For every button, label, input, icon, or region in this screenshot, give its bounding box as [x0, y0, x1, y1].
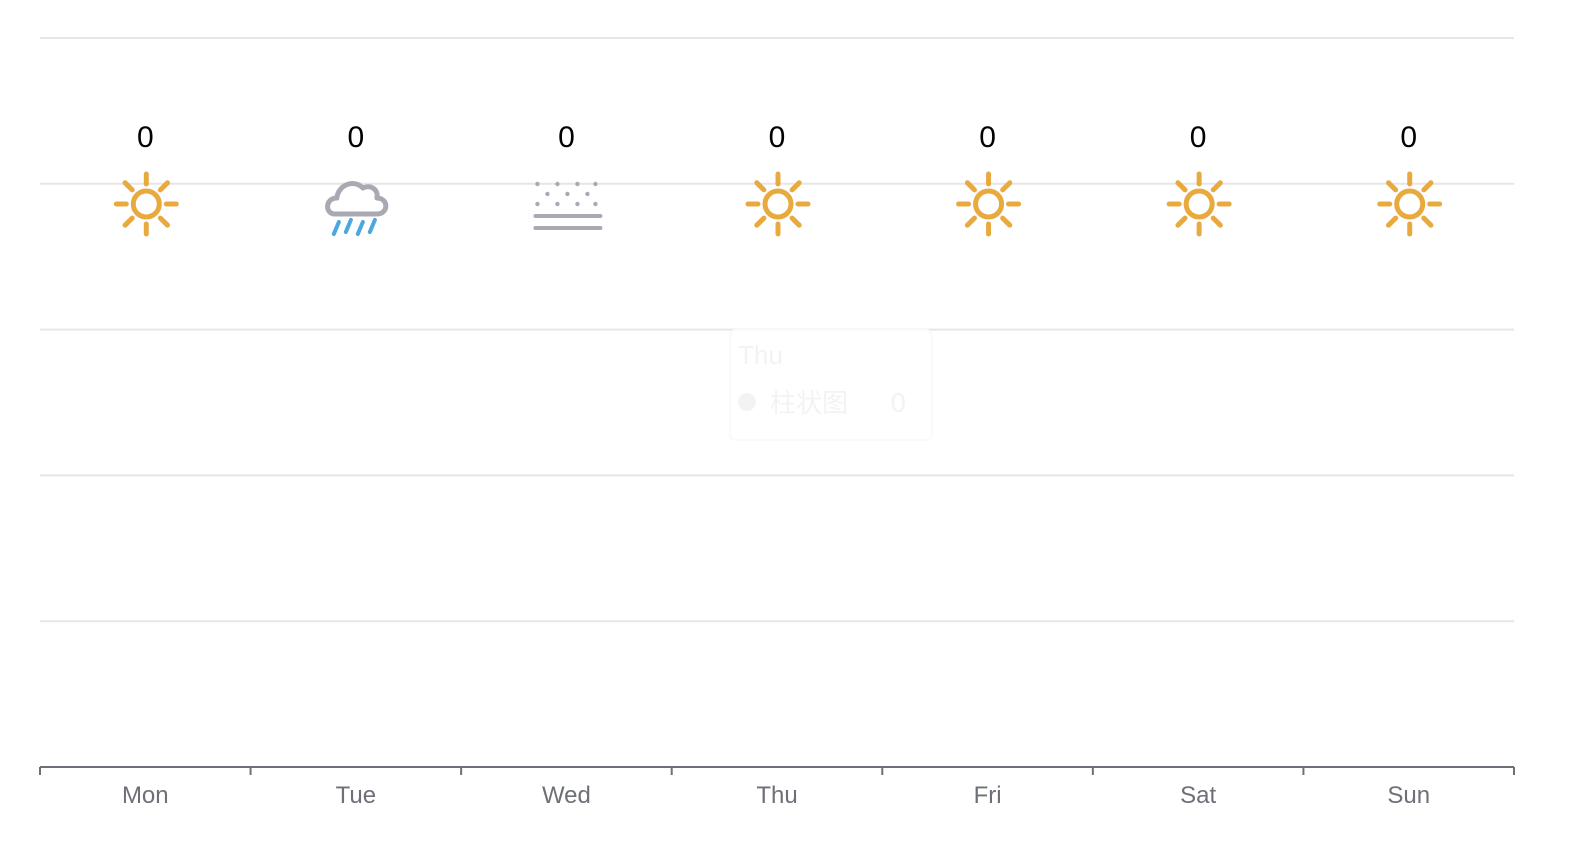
x-tick-label: Sun — [1387, 782, 1430, 809]
x-tick-label: Mon — [122, 782, 169, 809]
x-tick-label: Tue — [336, 782, 376, 809]
weather-icons — [116, 174, 1439, 234]
tooltip-marker — [738, 393, 756, 411]
bar-value-label: 0 — [979, 121, 996, 154]
sun-icon — [748, 174, 808, 234]
bar-value-label: 0 — [1190, 121, 1207, 154]
fog-icon — [533, 181, 603, 230]
x-tick-label: Wed — [542, 782, 591, 809]
tooltip-box — [729, 329, 933, 441]
bar-value-label: 0 — [769, 121, 786, 154]
x-axis — [39, 766, 1515, 775]
tooltip-category: Thu — [738, 340, 783, 370]
tooltip-series-name: 柱状图 — [770, 389, 848, 419]
bar-value-labels: 0 0 0 0 0 0 0 — [137, 121, 1417, 154]
bar-value-label: 0 — [1400, 121, 1417, 154]
bar-value-label: 0 — [558, 121, 575, 154]
bar-value-label: 0 — [137, 121, 154, 154]
sun-icon — [1380, 174, 1440, 234]
tooltip-value: 0 — [890, 389, 907, 419]
x-tick-label: Thu — [756, 782, 797, 809]
x-tick-label: Fri — [974, 782, 1002, 809]
sun-icon — [1169, 174, 1229, 234]
rain-icon — [325, 181, 389, 236]
tooltip: Thu 柱状图 0 — [729, 329, 933, 441]
x-tick-labels: Mon Tue Wed Thu Fri Sat Sun — [122, 782, 1430, 809]
sun-icon — [959, 174, 1019, 234]
bar-value-label: 0 — [348, 121, 365, 154]
x-tick-label: Sat — [1180, 782, 1216, 809]
sun-icon — [116, 174, 176, 234]
